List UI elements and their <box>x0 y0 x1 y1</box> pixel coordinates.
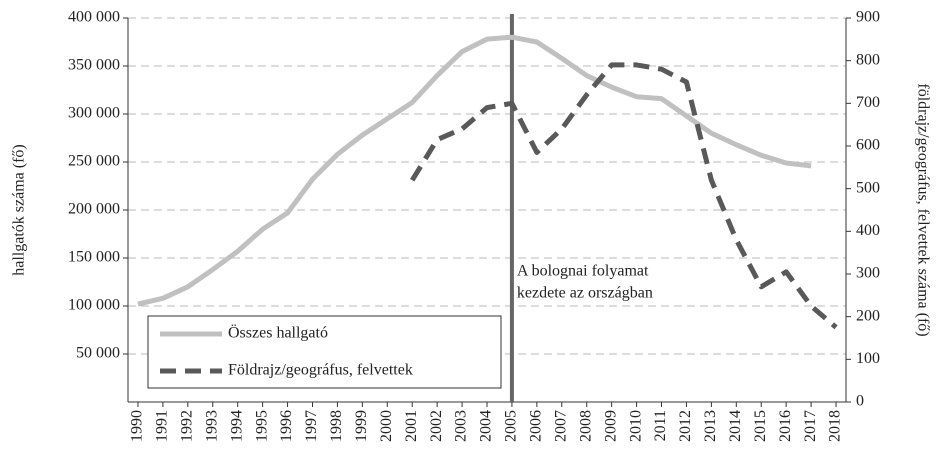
x-tick-label: 1992 <box>179 410 196 442</box>
annotation-text: kezdete az országban <box>517 285 653 302</box>
x-tick-label: 2003 <box>453 410 470 442</box>
series-line <box>410 62 838 330</box>
y-tick-label: 200 000 <box>68 201 120 218</box>
x-tick-label: 1994 <box>228 410 245 442</box>
y2-tick-label: 0 <box>856 393 864 410</box>
y-tick-label: 50 000 <box>76 345 120 362</box>
x-tick-label: 1991 <box>154 410 171 442</box>
legend-box <box>147 315 502 389</box>
x-tick-label: 2006 <box>528 410 545 442</box>
x-tick-label: 2001 <box>403 410 420 442</box>
y2-tick-label: 600 <box>856 137 880 154</box>
x-tick-label: 1993 <box>203 410 220 442</box>
y2-axis-title: földrajz/geográfus, felvettek száma (fő) <box>914 83 931 336</box>
x-tick-label: 1995 <box>253 410 270 442</box>
x-tick-label: 2015 <box>752 410 769 442</box>
x-tick-label: 2016 <box>777 410 794 442</box>
x-tick-label: 2008 <box>577 410 594 442</box>
y-tick-label: 250 000 <box>68 153 120 170</box>
x-tick-label: 2009 <box>602 410 619 442</box>
y-tick-label: 300 000 <box>68 105 120 122</box>
y2-tick-label: 200 <box>856 307 880 324</box>
x-tick-label: 2013 <box>702 410 719 442</box>
y2-tick-label: 500 <box>856 179 880 196</box>
y2-tick-label: 400 <box>856 222 880 239</box>
annotation-text: A bolognai folyamat <box>517 263 649 280</box>
x-tick-label: 2018 <box>827 410 844 442</box>
y-tick-label: 150 000 <box>68 249 120 266</box>
series-line <box>137 34 812 307</box>
x-tick-label: 2014 <box>727 410 744 442</box>
x-tick-label: 1996 <box>278 410 295 442</box>
y2-tick-label: 800 <box>856 51 880 68</box>
y2-tick-label: 300 <box>856 265 880 282</box>
x-tick-label: 2010 <box>627 410 644 442</box>
x-tick-label: 2011 <box>652 410 669 441</box>
x-tick-label: 2002 <box>428 410 445 442</box>
x-tick-label: 2000 <box>378 410 395 442</box>
x-tick-label: 1999 <box>353 410 370 442</box>
y2-tick-label: 100 <box>856 350 880 367</box>
y2-tick-label: 700 <box>856 94 880 111</box>
y-tick-label: 100 000 <box>68 297 120 314</box>
x-tick-label: 2012 <box>677 410 694 442</box>
x-tick-label: 2007 <box>552 410 569 442</box>
legend-label: Összes hallgató <box>228 324 328 342</box>
y-tick-label: 350 000 <box>68 57 120 74</box>
x-tick-label: 2017 <box>802 410 819 442</box>
y2-tick-label: 900 <box>856 9 880 26</box>
x-tick-label: 1990 <box>129 410 146 442</box>
x-tick-label: 1998 <box>328 410 345 442</box>
x-tick-label: 2005 <box>503 410 520 442</box>
y-axis-title: hallgatók száma (fő) <box>11 144 28 276</box>
x-tick-label: 2004 <box>478 410 495 442</box>
y-tick-label: 400 000 <box>68 9 120 26</box>
legend-label: Földrajz/geográfus, felvettek <box>228 362 413 379</box>
x-tick-label: 1997 <box>303 410 320 442</box>
